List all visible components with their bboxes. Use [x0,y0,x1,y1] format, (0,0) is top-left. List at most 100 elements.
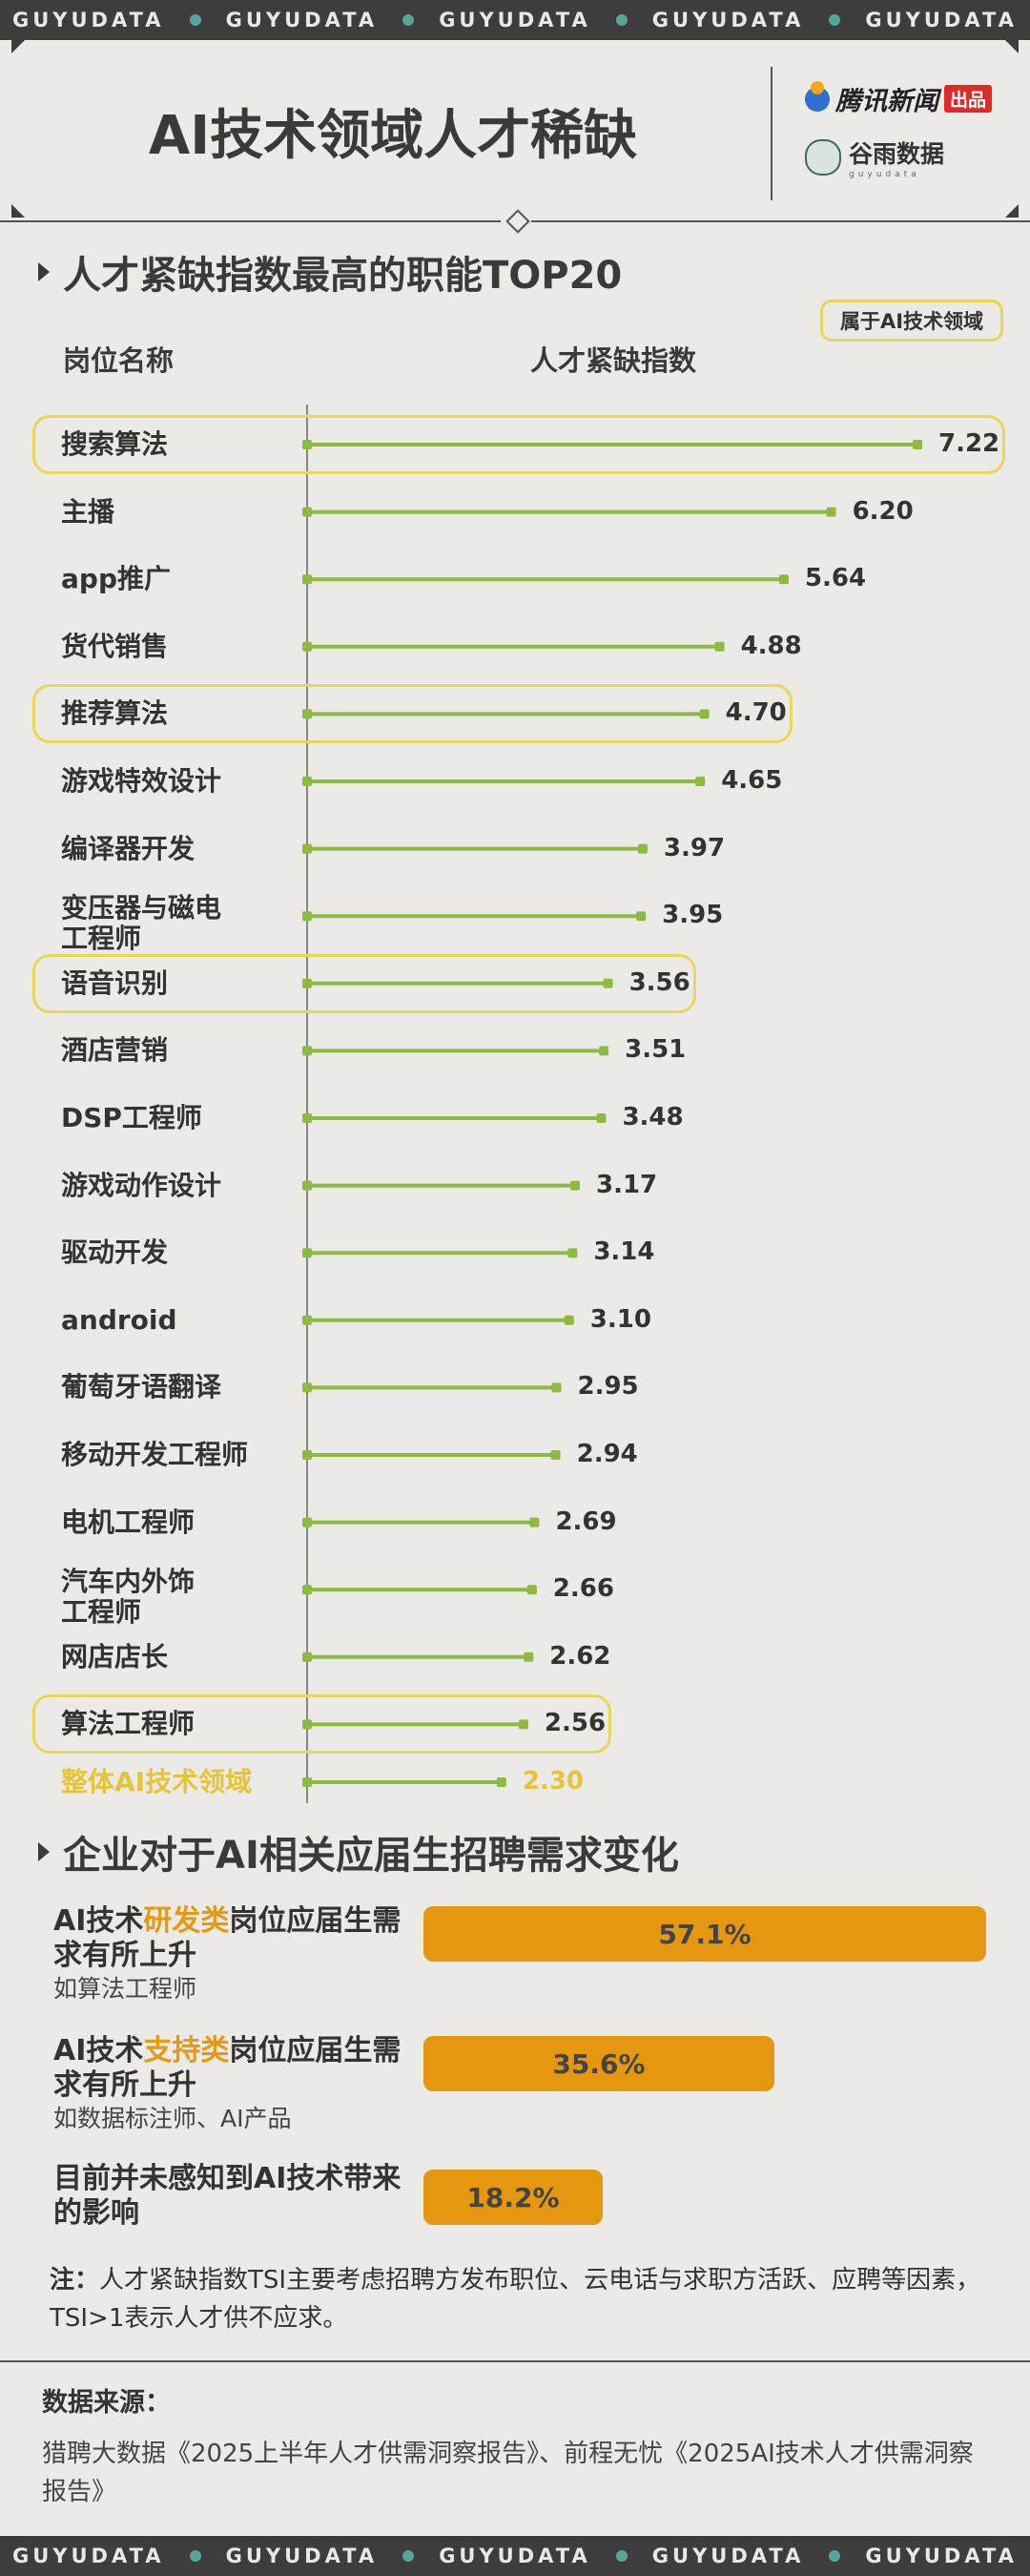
lollipop-end-dot [529,1517,540,1527]
category-label: 葡萄牙语翻译 [61,1371,222,1403]
strip-text: GUYUDATA [651,9,805,31]
lollipop-base-dot [302,911,312,922]
category-label: 变压器与磁电 工程师 [61,892,222,955]
lollipop-end-dot [567,1248,578,1258]
lollipop-base-dot [302,1382,312,1393]
lollipop-base-dot [302,1450,312,1460]
top-banner-strip: GUYUDATA GUYUDATA GUYUDATA GUYUDATA GUYU… [0,0,1030,40]
strip-text: GUYUDATA [439,9,591,31]
strip-text: GUYUDATA [439,2545,591,2567]
category-label: 推荐算法 [61,697,169,730]
label-accent: 研发类 [143,1904,230,1938]
strip-text: GUYUDATA [865,2545,1018,2567]
category-label: 货代销售 [61,630,169,662]
lollipop-end-dot [551,1382,562,1393]
value-label: 3.17 [595,1170,658,1199]
category-label: 网店店长 [61,1640,169,1672]
lollipop-end-dot [913,440,922,449]
category-label: 整体AI技术领域 [61,1766,253,1797]
category-label: android [61,1303,177,1336]
strip-dot [829,2550,841,2562]
category-label: 语音识别 [61,966,169,999]
lollipop-base-dot [302,1719,312,1730]
lollipop-base-dot [302,1517,312,1527]
ai-field-highlight [32,1694,611,1755]
guyu-leaf-icon [805,139,841,176]
lollipop-end-dot [637,843,648,854]
triangle-bullet-icon [38,262,50,281]
strip-dot [189,14,201,26]
strip-dot [615,14,628,26]
brand-name: 谷雨数据 [849,140,945,168]
lollipop-base-dot [302,1180,312,1191]
lollipop-end-dot [695,777,706,786]
lollipop-base-dot [302,507,312,517]
lollipop-base-dot [302,1248,312,1258]
corner-mark [1005,40,1019,53]
brand-subtitle: guyudata [849,170,920,179]
lollipop-end-dot [569,1180,580,1191]
separator-line [531,220,1030,222]
footnote: 注：人才紧缺指数TSI主要考虑招聘方发布职位、云电话与求职方活跃、应聘等因素，T… [50,2261,994,2337]
lollipop-base-dot [302,777,312,786]
separator-line [0,220,501,222]
value-label: 3.51 [625,1035,687,1065]
value-label: 6.20 [852,496,914,526]
header-divider [771,67,772,200]
strip-dot [402,2550,415,2562]
category-label: 主播 [61,495,115,528]
value-label: 3.14 [593,1237,655,1267]
strip-text: GUYUDATA [225,2545,379,2567]
strip-text: GUYUDATA [12,2545,165,2567]
category-label: 搜索算法 [61,428,169,460]
category-label: 酒店营销 [61,1034,169,1067]
lollipop-base-dot [302,1652,312,1662]
lollipop-base-dot [302,1113,312,1123]
header-separator [0,209,1030,234]
lollipop-base-dot [302,574,312,585]
corner-mark [11,40,25,53]
value-label: 4.70 [725,698,787,728]
lollipop-base-dot [302,843,312,854]
value-label: 4.65 [721,766,783,795]
corner-mark [11,204,25,218]
recruit-label: AI技术研发类岗位应届生需求有所上升 如算法工程师 [53,1904,416,2005]
value-label: 2.30 [522,1767,585,1796]
lollipop-end-dot [778,574,789,585]
lollipop-base-dot [302,641,312,652]
legend-ai-field: 属于AI技术领域 [820,300,1003,342]
lollipop-end-dot [699,709,710,719]
lollipop-end-dot [714,641,725,652]
lollipop-base-dot [302,1585,312,1595]
lollipop-end-dot [518,1719,528,1730]
lollipop-end-dot [496,1777,506,1787]
strip-text: GUYUDATA [225,9,379,31]
strip-dot [615,2550,628,2562]
lollipop-end-dot [564,1315,574,1325]
lollipop-base-dot [302,1046,312,1056]
category-label: 游戏动作设计 [61,1169,222,1201]
recruit-label: 目前并未感知到AI技术带来的影响 [53,2162,402,2230]
lollipop-end-dot [599,1046,609,1056]
ai-field-highlight [32,953,696,1013]
value-label: 2.69 [555,1506,617,1536]
value-label: 2.66 [552,1574,614,1604]
tencent-news-icon [805,80,830,112]
strip-dot [829,14,841,26]
lollipop-end-dot [524,1652,534,1662]
recruit-label: AI技术支持类岗位应届生需求有所上升 如数据标注师、AI产品 [53,2034,416,2135]
value-label: 3.95 [662,901,724,930]
strip-dot [402,14,415,26]
recruit-bar: 18.2% [423,2170,603,2225]
recruit-example: 如算法工程师 [53,1975,197,2003]
category-label: 驱动开发 [61,1236,169,1269]
page-header: AI技术领域人才稀缺 腾讯新闻 出品 谷雨数据 guyudata [11,40,1019,218]
recruit-bar: 57.1% [423,1906,986,1962]
recruit-example: 如数据标注师、AI产品 [53,2105,292,2132]
value-label: 5.64 [804,564,867,593]
lollipop-base-dot [302,440,312,449]
category-label: 汽车内外饰 工程师 [61,1566,196,1629]
triangle-bullet-icon [38,1842,50,1861]
lollipop-base-dot [302,1777,312,1787]
recruit-bar: 35.6% [423,2036,774,2091]
